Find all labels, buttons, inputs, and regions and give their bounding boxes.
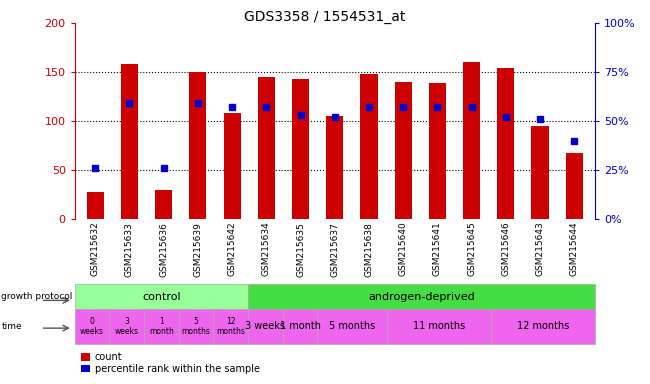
Text: control: control bbox=[142, 291, 181, 302]
Bar bbox=[360, 74, 378, 219]
Bar bbox=[463, 62, 480, 219]
Text: 3 weeks: 3 weeks bbox=[246, 321, 285, 331]
Text: percentile rank within the sample: percentile rank within the sample bbox=[95, 364, 260, 374]
Text: androgen-deprived: androgen-deprived bbox=[368, 291, 474, 302]
Bar bbox=[292, 79, 309, 219]
Text: 1
month: 1 month bbox=[149, 317, 174, 336]
Text: count: count bbox=[95, 352, 122, 362]
Text: 0
weeks: 0 weeks bbox=[80, 317, 104, 336]
Bar bbox=[121, 64, 138, 219]
Bar bbox=[497, 68, 514, 219]
Text: 5
months: 5 months bbox=[181, 317, 211, 336]
Text: 3
weeks: 3 weeks bbox=[115, 317, 138, 336]
Bar bbox=[224, 113, 240, 219]
Bar bbox=[86, 192, 104, 219]
Text: 12 months: 12 months bbox=[517, 321, 569, 331]
Text: 12
months: 12 months bbox=[216, 317, 245, 336]
Text: 5 months: 5 months bbox=[329, 321, 375, 331]
Bar bbox=[189, 72, 207, 219]
Bar bbox=[429, 83, 446, 219]
Text: GDS3358 / 1554531_at: GDS3358 / 1554531_at bbox=[244, 10, 406, 23]
Bar bbox=[258, 77, 275, 219]
Bar bbox=[566, 153, 583, 219]
Text: growth protocol: growth protocol bbox=[1, 292, 73, 301]
Text: 1 month: 1 month bbox=[280, 321, 320, 331]
Bar bbox=[155, 190, 172, 219]
Text: time: time bbox=[1, 322, 22, 331]
Bar bbox=[326, 116, 343, 219]
Text: 11 months: 11 months bbox=[413, 321, 465, 331]
Bar bbox=[395, 82, 411, 219]
Bar bbox=[532, 126, 549, 219]
